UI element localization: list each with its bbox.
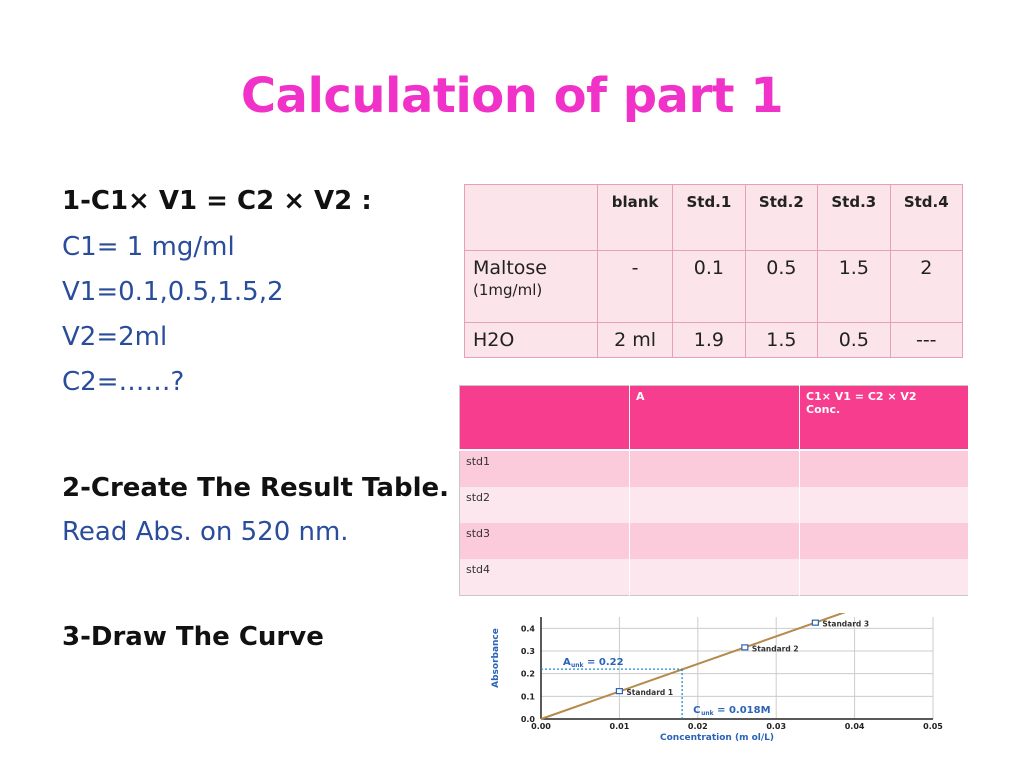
result-table: A C1× V1 = C2 × V2 Conc. std1 std2 std3 … <box>459 385 969 596</box>
standard-label: Standard 1 <box>626 688 673 697</box>
y-tick-label: 0.3 <box>521 647 535 656</box>
read-abs-line: Read Abs. on 520 nm. <box>62 517 349 547</box>
result-row-label: std2 <box>459 487 630 523</box>
standards-prep-table: blank Std.1 Std.2 Std.3 Std.4 Maltose (1… <box>464 184 964 358</box>
result-header-conc: C1× V1 = C2 × V2 Conc. <box>799 385 969 451</box>
standard-point <box>811 619 819 626</box>
result-cell-conc[interactable] <box>799 523 969 559</box>
prep-cell: 0.5 <box>744 250 819 323</box>
result-header-a: A <box>629 385 800 451</box>
prep-header-std1: Std.1 <box>672 184 746 251</box>
v1-line: V1=0.1,0.5,1.5,2 <box>62 277 284 307</box>
prep-header-std4: Std.4 <box>889 184 964 251</box>
y-tick-label: 0.2 <box>521 670 535 679</box>
result-cell-a[interactable] <box>629 487 800 523</box>
prep-cell: 2 <box>889 250 964 323</box>
prep-cell: 2 ml <box>596 322 674 358</box>
prep-header-empty <box>464 184 598 251</box>
result-row-label: std4 <box>459 559 630 596</box>
prep-cell: --- <box>889 322 964 358</box>
result-cell-a[interactable] <box>629 559 800 596</box>
prep-header-std2: Std.2 <box>744 184 819 251</box>
maltose-sublabel: (1mg/ml) <box>473 281 543 299</box>
maltose-label: Maltose <box>473 257 547 279</box>
result-cell-a[interactable] <box>629 450 800 487</box>
y-tick-label: 0.1 <box>521 692 536 701</box>
x-axis-title: Concentration (m ol/L) <box>660 733 774 743</box>
a-unk-value: = 0.22 <box>587 657 624 668</box>
result-cell-conc[interactable] <box>799 487 969 523</box>
result-cell-a[interactable] <box>629 523 800 559</box>
standard-label: Standard 3 <box>822 620 869 629</box>
prep-cell: - <box>596 250 674 323</box>
prep-row-label-maltose: Maltose (1mg/ml) <box>464 250 598 323</box>
prep-header-std3: Std.3 <box>817 184 891 251</box>
result-cell-conc[interactable] <box>799 559 969 596</box>
y-tick-label: 0.0 <box>521 715 536 724</box>
prep-cell: 1.5 <box>817 250 891 323</box>
standard-point <box>615 688 623 695</box>
c1-line: C1= 1 mg/ml <box>62 232 235 262</box>
result-row-label: std3 <box>459 523 630 559</box>
prep-cell: 0.1 <box>672 250 746 323</box>
a-unk-label: A <box>563 657 571 668</box>
result-header-empty <box>459 385 630 451</box>
chart-series <box>540 613 846 720</box>
prep-row-label-h2o: H2O <box>464 322 598 358</box>
c-unk-label: C <box>693 705 700 716</box>
result-cell-conc[interactable] <box>799 450 969 487</box>
a-unk-subscript: unk <box>571 662 585 669</box>
x-tick-label: 0.04 <box>845 722 865 731</box>
prep-cell: 1.5 <box>744 322 819 358</box>
c-unk-value: = 0.018M <box>717 705 770 716</box>
standard-point <box>741 644 749 651</box>
x-tick-label: 0.01 <box>610 722 630 731</box>
result-heading: 2-Create The Result Table. <box>62 473 450 503</box>
y-axis-title: Absorbance <box>491 628 501 688</box>
page-title: Calculation of part 1 <box>240 68 784 124</box>
x-tick-label: 0.00 <box>531 722 551 731</box>
standard-label: Standard 2 <box>752 644 799 653</box>
c-unk-subscript: unk <box>701 710 715 717</box>
prep-cell: 1.9 <box>672 322 746 358</box>
x-tick-label: 0.05 <box>923 722 943 731</box>
y-tick-label: 0.4 <box>521 624 536 633</box>
c2-line: C2=……? <box>62 367 185 397</box>
result-row-label: std1 <box>459 450 630 487</box>
prep-header-blank: blank <box>596 184 674 251</box>
calibration-line <box>540 613 846 720</box>
result-header-formula: C1× V1 = C2 × V2 <box>806 390 917 403</box>
v2-line: V2=2ml <box>62 322 168 352</box>
x-tick-label: 0.02 <box>688 722 708 731</box>
chart-labels: 0.0 0.1 0.2 0.3 0.4 0.00 0.01 0.02 0.03 0.04 0.05 C… <box>491 620 943 743</box>
chart-axes <box>540 617 933 720</box>
formula-heading: 1-C1× V1 = C2 × V2 : <box>62 186 372 216</box>
x-tick-label: 0.03 <box>766 722 786 731</box>
curve-heading: 3-Draw The Curve <box>62 622 324 652</box>
result-header-conc-label: Conc. <box>806 403 841 416</box>
prep-cell: 0.5 <box>817 322 891 358</box>
